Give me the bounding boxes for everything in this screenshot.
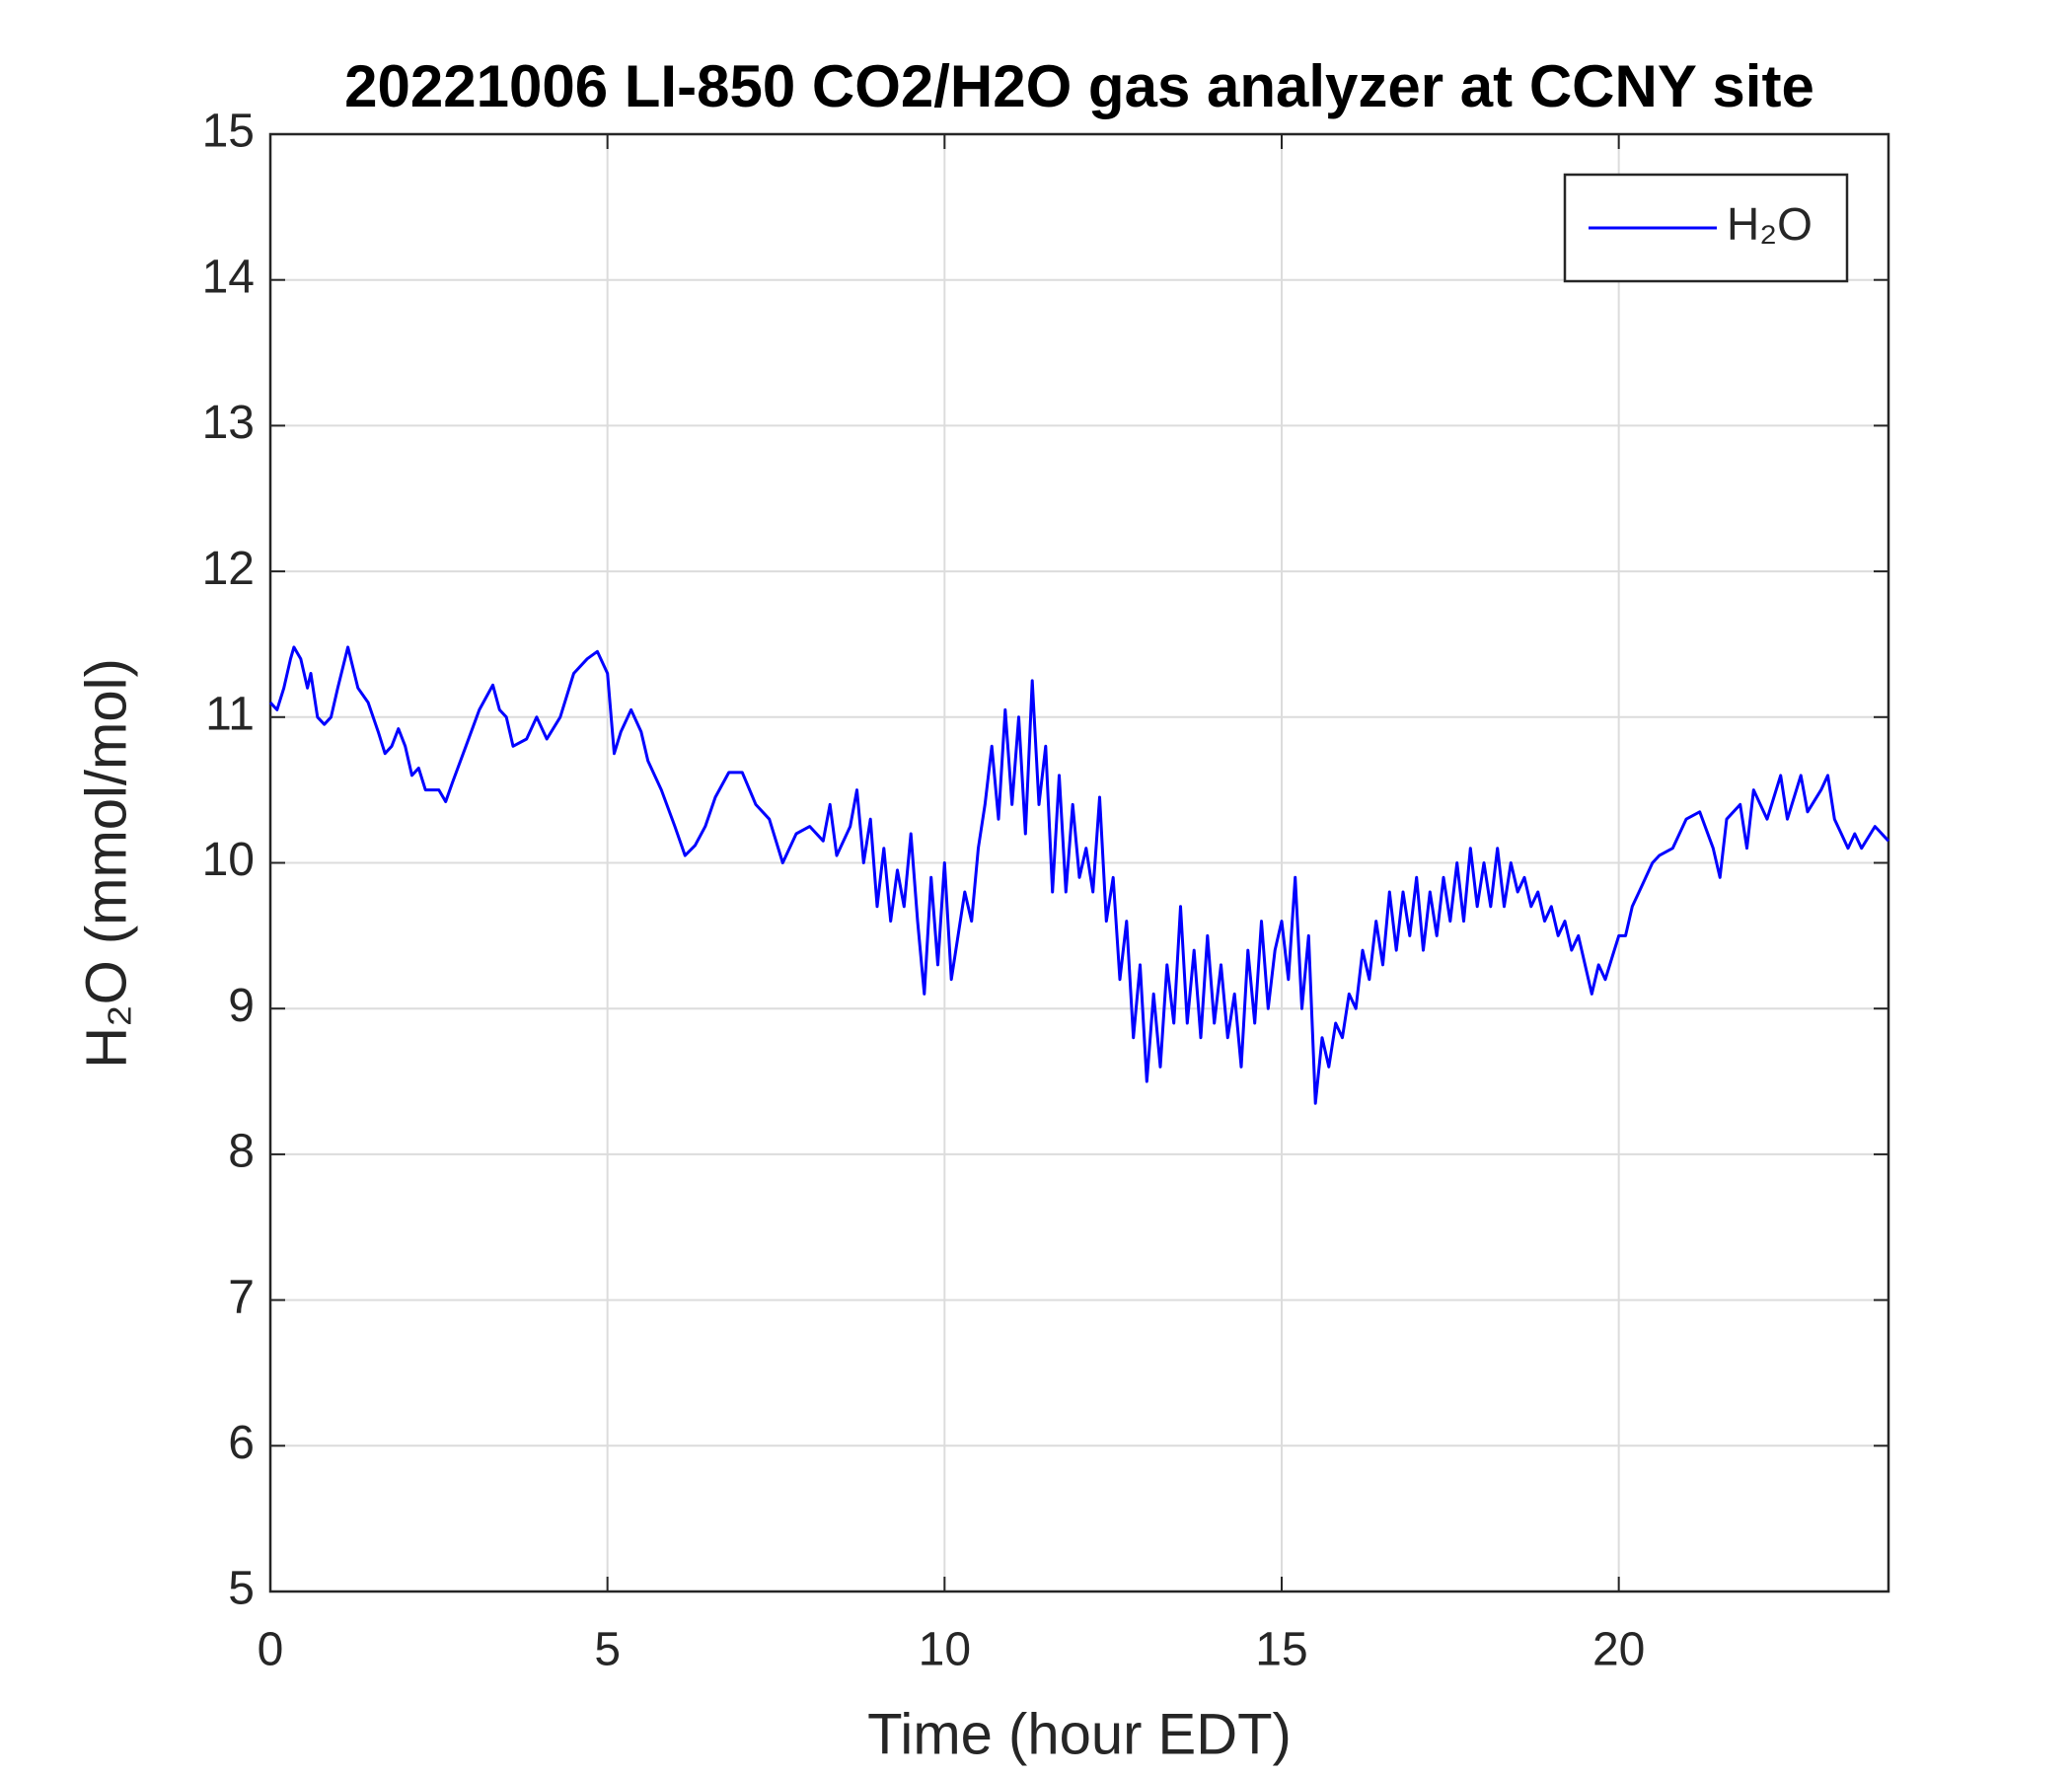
y-tick-label: 7	[228, 1271, 255, 1323]
x-tick-label: 5	[594, 1624, 621, 1676]
y-tick-label: 14	[202, 251, 255, 303]
chart-title: 20221006 LI-850 CO2/H2O gas analyzer at …	[344, 53, 1814, 119]
x-tick-label: 0	[258, 1624, 284, 1676]
legend-label: H₂O	[1727, 198, 1813, 250]
y-tick-label: 6	[228, 1417, 255, 1469]
plot-frame	[268, 132, 1890, 1593]
y-tick-label: 8	[228, 1126, 255, 1178]
x-axis-label: Time (hour EDT)	[867, 1702, 1292, 1766]
x-tick-label: 20	[1592, 1624, 1645, 1676]
y-tick-label: 12	[202, 543, 255, 595]
data-line	[268, 645, 1890, 1105]
y-tick-label: 15	[202, 106, 255, 158]
y-tick-label: 5	[228, 1563, 255, 1615]
y-tick-label: 13	[202, 397, 255, 449]
y-axis-label: H₂O (mmol/mol)	[74, 658, 138, 1069]
y-tick-label: 9	[228, 980, 255, 1032]
x-tick-label: 10	[919, 1624, 971, 1676]
y-tick-label: 11	[205, 688, 255, 740]
x-tick-label: 15	[1255, 1624, 1307, 1676]
y-tick-label: 10	[202, 834, 255, 886]
